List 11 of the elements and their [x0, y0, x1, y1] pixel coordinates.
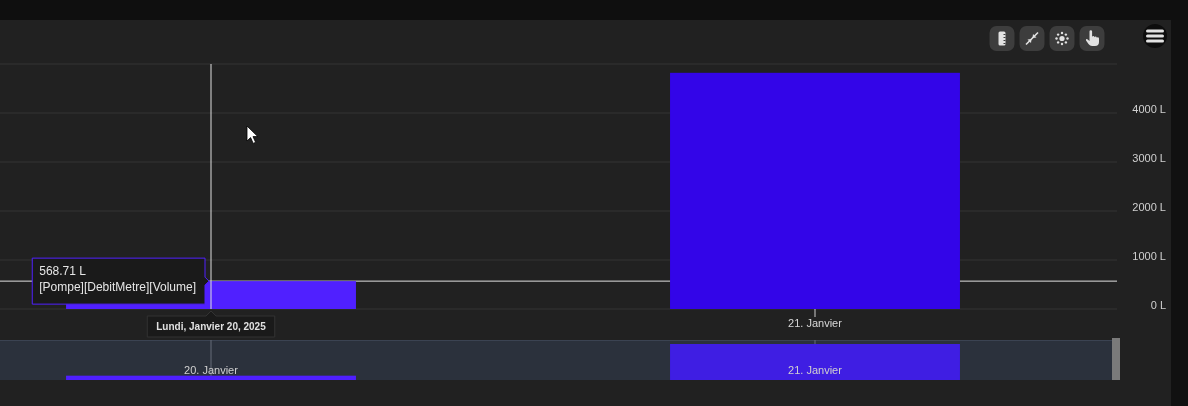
y-tick-label: 2000 L — [1132, 200, 1166, 213]
x-tick-label: Lundi, Janvier 20, 2025 — [156, 320, 267, 332]
annotation: [Pompe][DebitMetre][Volume] — [39, 280, 197, 295]
y-tick-label: 1000 L — [1132, 249, 1166, 262]
data-label: 568.71 L — [39, 264, 87, 279]
x-tick-label: 21. Janvier — [788, 316, 843, 329]
y-tick-label: 3000 L — [1132, 151, 1166, 164]
x-tick-label: 21. Janvier — [788, 363, 843, 376]
x-tick-label: 20. Janvier — [184, 363, 239, 376]
y-tick-label: 4000 L — [1132, 102, 1166, 115]
y-tick-label: 0 L — [1150, 298, 1166, 311]
